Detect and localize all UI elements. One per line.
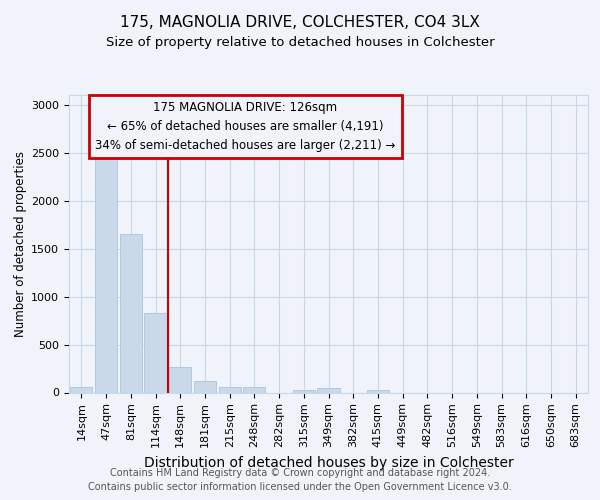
Bar [293, 390, 315, 392]
Bar [367, 390, 389, 392]
Text: 175 MAGNOLIA DRIVE: 126sqm
← 65% of detached houses are smaller (4,191)
34% of s: 175 MAGNOLIA DRIVE: 126sqm ← 65% of deta… [95, 101, 395, 152]
Text: Contains public sector information licensed under the Open Government Licence v3: Contains public sector information licen… [88, 482, 512, 492]
Text: Contains HM Land Registry data © Crown copyright and database right 2024.: Contains HM Land Registry data © Crown c… [110, 468, 490, 477]
Bar [218, 386, 241, 392]
Bar [169, 366, 191, 392]
Bar [194, 381, 216, 392]
Bar [95, 158, 117, 392]
Bar [145, 313, 167, 392]
Y-axis label: Number of detached properties: Number of detached properties [14, 151, 27, 337]
Text: Size of property relative to detached houses in Colchester: Size of property relative to detached ho… [106, 36, 494, 49]
Text: 175, MAGNOLIA DRIVE, COLCHESTER, CO4 3LX: 175, MAGNOLIA DRIVE, COLCHESTER, CO4 3LX [120, 15, 480, 30]
Bar [243, 386, 265, 392]
Bar [119, 234, 142, 392]
X-axis label: Distribution of detached houses by size in Colchester: Distribution of detached houses by size … [143, 456, 514, 469]
Bar [317, 388, 340, 392]
Bar [70, 386, 92, 392]
